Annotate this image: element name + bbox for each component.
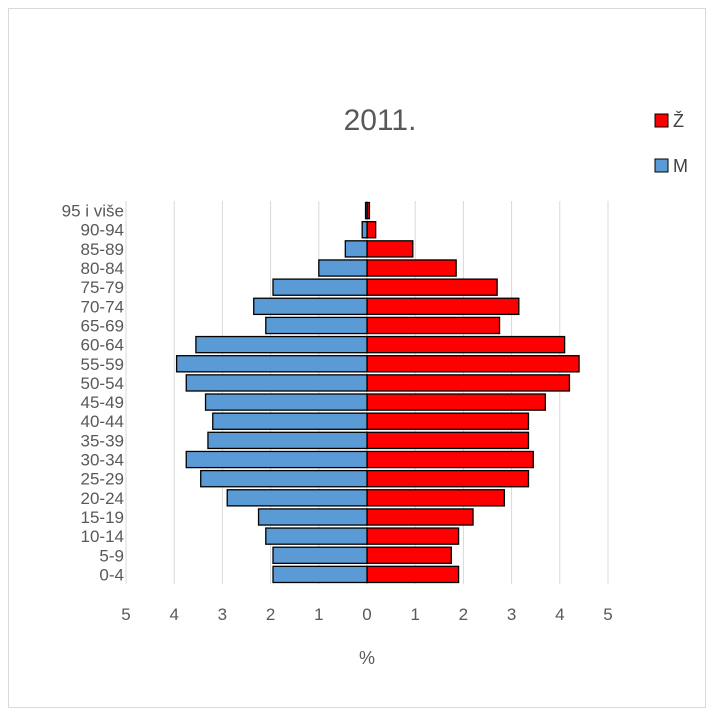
bar-female-80-84 <box>366 259 457 277</box>
y-tick-label: 60-64 <box>81 336 124 355</box>
gridlines <box>125 201 609 584</box>
bar-female-40-44 <box>366 412 530 430</box>
y-tick-label: 40-44 <box>81 412 124 431</box>
bar-female-75-79 <box>366 278 498 296</box>
bar-male-5-9 <box>272 546 368 565</box>
bar-male-90-94 <box>361 220 368 239</box>
bar-male-65-69 <box>265 316 368 335</box>
legend-label-female: Ž <box>673 111 684 131</box>
y-tick-label: 70-74 <box>81 297 124 316</box>
y-tick-label: 20-24 <box>81 489 124 508</box>
legend-swatch-male <box>654 158 669 173</box>
bar-male-35-39 <box>207 431 368 450</box>
y-tick-label: 80-84 <box>81 259 124 278</box>
bar-male-0-4 <box>272 565 368 584</box>
y-tick-label: 55-59 <box>81 355 124 374</box>
chart-title: 2011. <box>344 104 417 137</box>
bar-female-45-49 <box>366 393 546 411</box>
bar-female-70-74 <box>366 297 520 316</box>
bar-male-40-44 <box>212 412 368 430</box>
bar-male-80-84 <box>318 259 368 277</box>
bar-male-15-19 <box>257 508 368 526</box>
bar-male-55-59 <box>175 355 368 373</box>
bar-male-25-29 <box>200 469 368 488</box>
x-tick-label: 5 <box>121 605 130 624</box>
y-tick-label: 5-9 <box>99 546 124 565</box>
x-tick-label: 4 <box>169 605 178 624</box>
bar-female-10-14 <box>366 527 460 545</box>
bar-male-70-74 <box>253 297 368 316</box>
bar-male-95-i-više <box>364 201 368 220</box>
bar-male-20-24 <box>226 489 368 507</box>
bar-female-0-4 <box>366 565 460 584</box>
bar-male-60-64 <box>195 335 368 354</box>
y-tick-label: 45-49 <box>81 393 124 412</box>
x-tick-label: 2 <box>459 605 468 624</box>
y-tick-label: 85-89 <box>81 240 124 259</box>
bar-male-85-89 <box>344 240 368 258</box>
bar-male-10-14 <box>265 527 368 545</box>
x-tick-label: 0 <box>362 605 371 624</box>
bar-female-60-64 <box>366 335 566 354</box>
x-tick-label: 2 <box>266 605 275 624</box>
y-tick-label: 30-34 <box>81 451 124 470</box>
legend-swatch-female <box>654 113 669 128</box>
bar-female-55-59 <box>366 355 580 373</box>
bar-female-65-69 <box>366 316 501 335</box>
bar-female-85-89 <box>366 240 414 258</box>
x-tick-label: 4 <box>555 605 564 624</box>
bar-male-30-34 <box>185 450 368 469</box>
bar-male-75-79 <box>272 278 368 296</box>
bar-female-90-94 <box>366 220 377 239</box>
x-tick-label: 3 <box>507 605 516 624</box>
bar-female-30-34 <box>366 450 534 469</box>
x-tick-label: 5 <box>603 605 612 624</box>
bar-female-20-24 <box>366 489 506 507</box>
legend: Ž M <box>654 111 688 176</box>
y-tick-label: 0-4 <box>99 565 124 584</box>
y-tick-label: 50-54 <box>81 374 124 393</box>
x-tick-label: 3 <box>218 605 227 624</box>
bar-female-25-29 <box>366 469 530 488</box>
y-tick-label: 15-19 <box>81 508 124 527</box>
x-axis-label: % <box>359 648 375 668</box>
legend-label-male: M <box>673 156 688 176</box>
x-tick-label: 1 <box>314 605 323 624</box>
y-tick-label: 65-69 <box>81 316 124 335</box>
y-tick-label: 95 i više <box>62 202 124 221</box>
bar-female-35-39 <box>366 431 530 450</box>
y-axis-labels: 0-45-910-1415-1920-2425-2930-3435-3940-4… <box>62 202 124 585</box>
x-axis-ticks: 5 4 3 2 1 0 1 2 3 4 5 <box>121 605 612 624</box>
bar-male-50-54 <box>185 374 368 392</box>
y-tick-label: 75-79 <box>81 278 124 297</box>
y-tick-label: 25-29 <box>81 470 124 489</box>
y-tick-label: 35-39 <box>81 431 124 450</box>
x-tick-label: 1 <box>410 605 419 624</box>
bar-female-50-54 <box>366 374 571 392</box>
bar-female-15-19 <box>366 508 474 526</box>
bars <box>175 201 580 584</box>
y-tick-label: 10-14 <box>81 527 124 546</box>
y-tick-label: 90-94 <box>81 221 124 240</box>
bar-male-45-49 <box>204 393 368 411</box>
bar-female-5-9 <box>366 546 452 565</box>
